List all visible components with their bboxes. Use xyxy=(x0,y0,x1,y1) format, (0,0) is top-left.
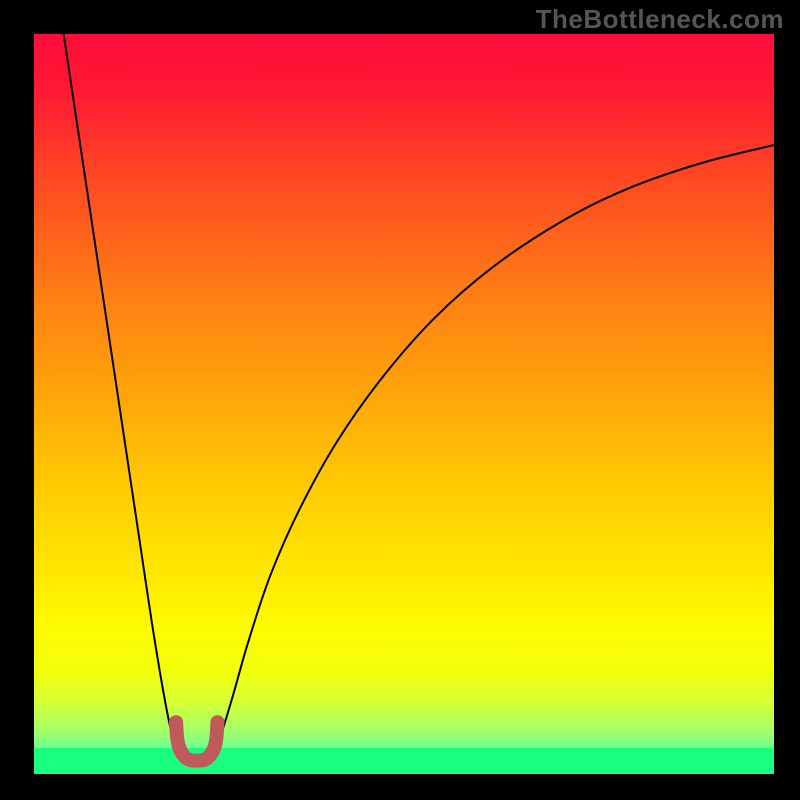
chart-container: TheBottleneck.com xyxy=(0,0,800,800)
curve-right-branch xyxy=(215,145,774,752)
curve-left-branch xyxy=(64,34,179,752)
dip-marker-endcaps xyxy=(169,715,224,729)
watermark-text: TheBottleneck.com xyxy=(536,4,784,35)
curves-layer xyxy=(34,34,774,774)
plot-area xyxy=(34,34,774,774)
dip-marker xyxy=(176,722,217,760)
